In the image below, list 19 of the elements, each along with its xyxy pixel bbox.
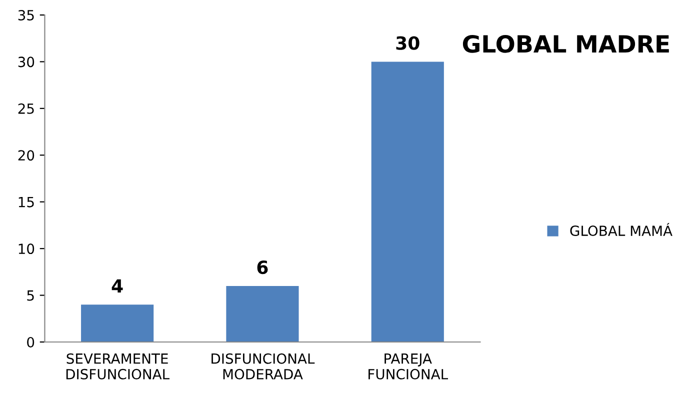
x-tick-label: PAREJA FUNCIONAL [368,354,448,380]
text: GLOBAL MADRE [462,34,669,53]
y-tick-label: 5 [27,290,34,301]
y-tick-label: 20 [18,150,34,161]
x-tick-label: DISFUNCIONAL MODERADA [212,353,315,380]
bar [81,304,154,342]
y-tick-label: 10 [18,244,34,254]
x-tick-label: SEVERAMENTE DISFUNCIONAL [66,353,170,380]
y-tick-label: 0 [27,336,34,348]
y-tick-label: 15 [18,197,34,208]
bar [226,286,299,342]
data-label: 6 [257,260,268,274]
bar [371,62,444,342]
data-label: 4 [112,279,123,293]
legend-label: GLOBAL MAMÁ [570,222,672,236]
data-label: 30 [396,36,420,50]
y-tick-label: 25 [18,103,34,114]
y-tick-label: 30 [18,56,34,68]
y-tick-label: 35 [18,10,34,20]
